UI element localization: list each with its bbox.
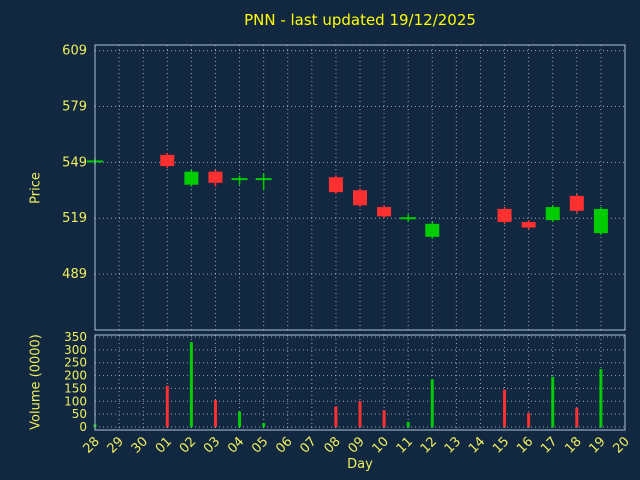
candles xyxy=(87,153,608,239)
svg-text:12: 12 xyxy=(418,434,440,456)
svg-text:549: 549 xyxy=(62,155,87,170)
svg-text:18: 18 xyxy=(562,434,584,456)
candle-17 xyxy=(545,205,560,222)
candle-18 xyxy=(569,194,584,213)
svg-text:300: 300 xyxy=(64,343,87,357)
candle-01 xyxy=(160,153,175,168)
svg-text:13: 13 xyxy=(442,434,464,456)
svg-text:07: 07 xyxy=(297,434,319,456)
volume-plot-border xyxy=(94,334,626,431)
x-axis-label: Day xyxy=(347,457,373,472)
grid-lines xyxy=(94,45,626,430)
svg-text:17: 17 xyxy=(538,434,560,456)
price-tick-labels: 489 519 549 579 609 xyxy=(62,44,87,283)
svg-text:19: 19 xyxy=(586,434,608,456)
candle-15 xyxy=(497,207,512,224)
svg-text:14: 14 xyxy=(466,434,488,456)
svg-text:519: 519 xyxy=(62,211,87,226)
svg-text:0: 0 xyxy=(79,420,87,434)
candle-05 xyxy=(255,173,272,191)
chart-title: PNN - last updated 19/12/2025 xyxy=(244,11,476,29)
candle-08 xyxy=(328,175,343,195)
svg-text:579: 579 xyxy=(62,99,87,114)
svg-text:03: 03 xyxy=(201,434,223,456)
volume-axis-label: Volume (0000) xyxy=(28,334,44,430)
svg-text:609: 609 xyxy=(62,44,87,59)
svg-text:15: 15 xyxy=(490,434,512,456)
svg-text:100: 100 xyxy=(64,394,87,408)
svg-text:489: 489 xyxy=(62,267,87,282)
svg-text:10: 10 xyxy=(370,434,392,456)
svg-text:200: 200 xyxy=(64,369,87,383)
candle-19 xyxy=(593,207,608,235)
candle-09 xyxy=(353,188,367,208)
svg-text:09: 09 xyxy=(346,434,368,456)
candle-04 xyxy=(231,175,248,185)
svg-text:02: 02 xyxy=(177,434,199,456)
svg-text:04: 04 xyxy=(225,434,247,456)
svg-text:50: 50 xyxy=(72,407,87,421)
svg-text:01: 01 xyxy=(153,434,175,456)
candle-12 xyxy=(425,221,440,239)
svg-text:250: 250 xyxy=(64,356,87,370)
price-plot-border xyxy=(94,44,626,331)
svg-text:350: 350 xyxy=(64,330,87,344)
svg-text:29: 29 xyxy=(105,434,127,456)
svg-text:30: 30 xyxy=(129,434,151,456)
volume-bars xyxy=(93,342,603,427)
svg-text:16: 16 xyxy=(514,434,536,456)
candle-16 xyxy=(521,220,536,230)
candle-02 xyxy=(184,169,199,187)
svg-text:05: 05 xyxy=(249,434,271,456)
candle-10 xyxy=(377,205,392,219)
svg-text:08: 08 xyxy=(321,434,343,456)
svg-text:06: 06 xyxy=(273,434,295,456)
candle-11 xyxy=(400,214,417,222)
candle-03 xyxy=(208,169,223,187)
svg-text:150: 150 xyxy=(64,381,87,395)
svg-text:20: 20 xyxy=(611,434,633,456)
x-tick-labels: 28 29 30 01 02 03 04 05 06 07 08 09 10 11 12 13 14 15 16 17… xyxy=(81,434,633,456)
price-axis-label: Price xyxy=(28,172,44,204)
svg-text:11: 11 xyxy=(394,434,416,456)
svg-text:28: 28 xyxy=(81,434,103,456)
